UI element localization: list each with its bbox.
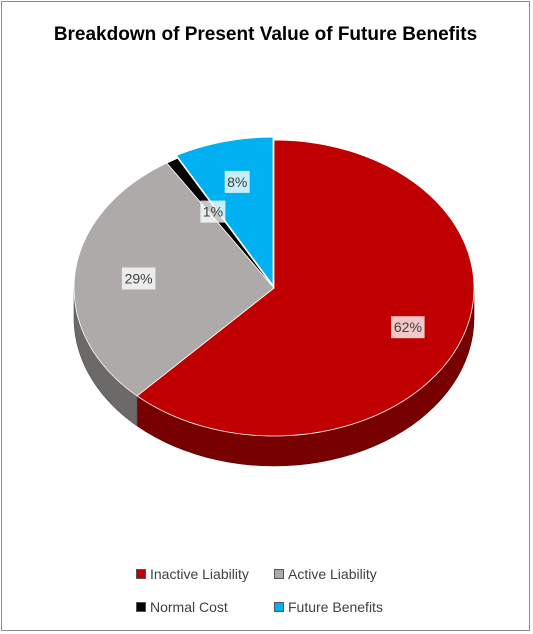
svg-text:62%: 62% xyxy=(394,319,422,335)
svg-text:29%: 29% xyxy=(125,271,153,287)
legend-item-active-liability: Active Liability xyxy=(274,566,377,582)
data-labels: 62% 29% 1%8% xyxy=(121,170,425,339)
chart-title: Breakdown of Present Value of Future Ben… xyxy=(53,24,478,45)
svg-text:1%: 1% xyxy=(203,204,223,220)
data-label-normal-cost: 1% xyxy=(200,200,226,223)
data-label-future-benefits: 8% xyxy=(224,170,250,193)
legend-item-inactive-liability: Inactive Liability xyxy=(136,566,249,582)
legend-swatch xyxy=(274,569,284,579)
pie-slice-normal-cost xyxy=(166,157,275,289)
data-label-active-liability: 29% xyxy=(121,267,156,290)
legend-item-normal-cost: Normal Cost xyxy=(136,599,228,615)
legend-label: Normal Cost xyxy=(150,599,228,615)
legend-swatch xyxy=(136,569,146,579)
data-label-inactive-liability: 62% xyxy=(391,316,425,339)
legend-label: Future Benefits xyxy=(288,599,383,615)
legend-swatch xyxy=(274,602,284,612)
legend-swatch xyxy=(136,602,146,612)
legend-label: Active Liability xyxy=(288,566,377,582)
legend-item-future-benefits: Future Benefits xyxy=(274,599,383,615)
pie-slice-inactive-liability xyxy=(136,139,475,437)
pie-tops xyxy=(73,136,475,437)
legend-label: Inactive Liability xyxy=(150,566,249,582)
pie-slice-active-liability xyxy=(73,162,275,397)
svg-text:8%: 8% xyxy=(227,174,247,190)
